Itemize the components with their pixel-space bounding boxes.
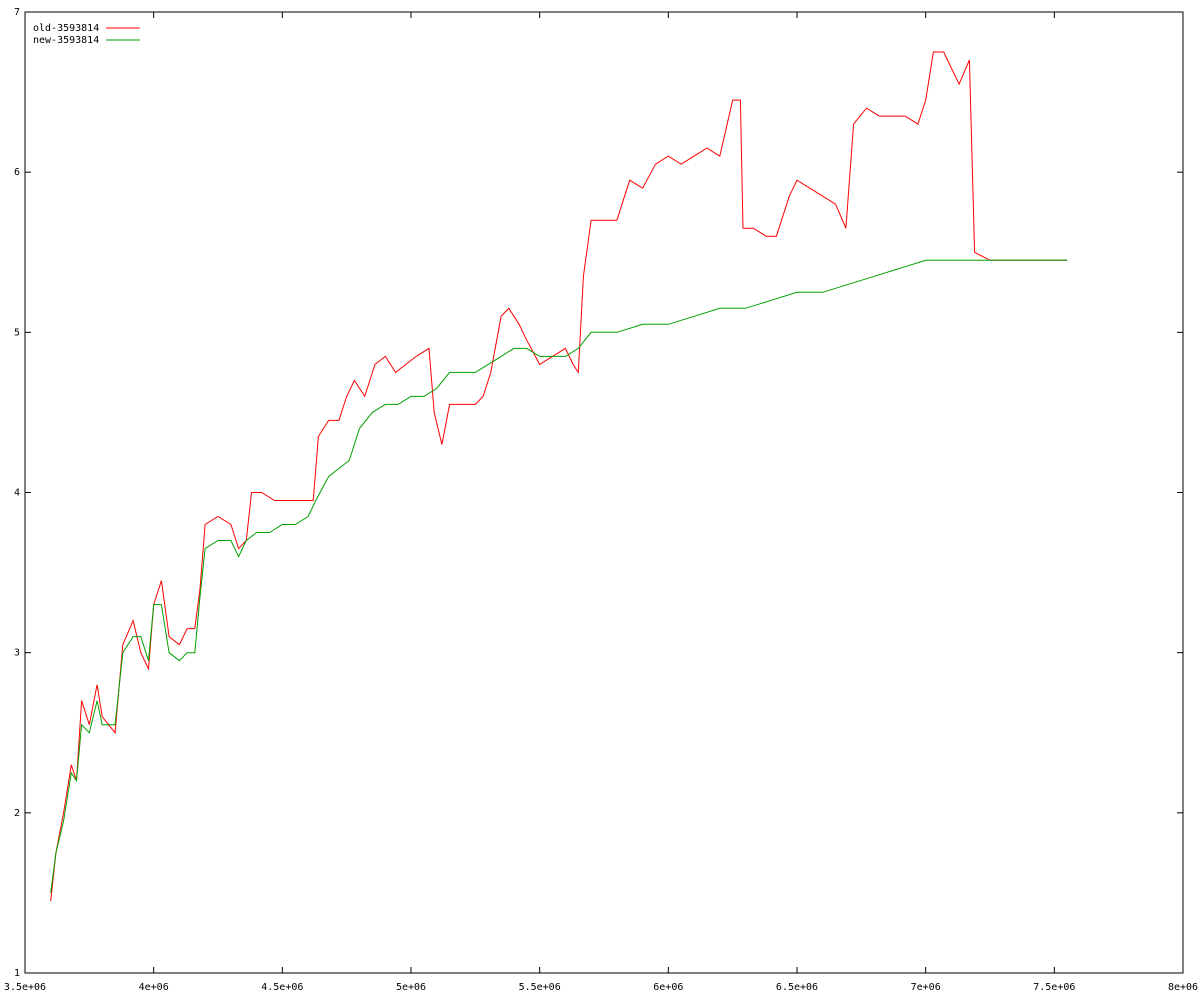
x-tick-label: 3.5e+06	[4, 982, 46, 993]
x-tick-label: 7e+06	[911, 982, 941, 993]
y-tick-label: 5	[14, 327, 20, 338]
series-line	[50, 259, 1068, 893]
x-tick-label: 6.5e+06	[776, 982, 818, 993]
x-tick-label: 5.5e+06	[519, 982, 561, 993]
y-tick-label: 6	[14, 167, 20, 178]
y-tick-label: 4	[14, 488, 20, 499]
legend-label: new-3593814	[33, 35, 99, 46]
x-tick-label: 7.5e+06	[1033, 982, 1075, 993]
y-tick-label: 3	[14, 648, 20, 659]
series-line	[50, 51, 1068, 901]
y-tick-label: 2	[14, 808, 20, 819]
x-tick-label: 4.5e+06	[261, 982, 303, 993]
x-tick-label: 8e+06	[1168, 982, 1198, 993]
y-tick-label: 1	[14, 968, 20, 979]
legend-label: old-3593814	[33, 23, 99, 34]
x-tick-label: 6e+06	[653, 982, 683, 993]
y-tick-label: 7	[14, 7, 20, 18]
x-tick-label: 4e+06	[139, 982, 169, 993]
x-tick-label: 5e+06	[396, 982, 426, 993]
plot-frame	[24, 11, 1184, 974]
